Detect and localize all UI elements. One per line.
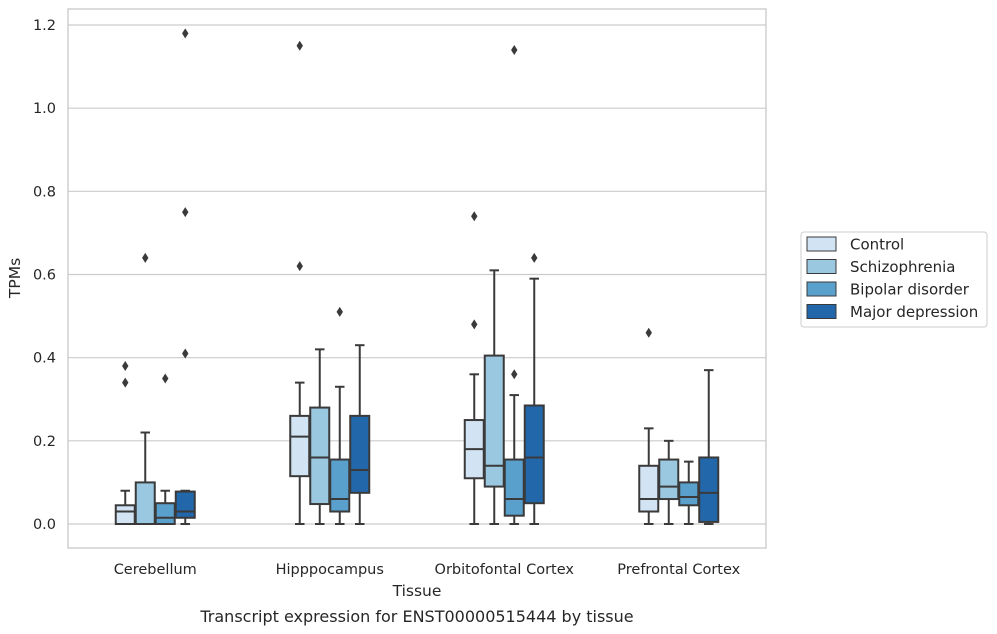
y-tick-label: 1.0 xyxy=(33,101,56,117)
box-plot xyxy=(523,252,545,525)
legend-frame xyxy=(800,231,988,328)
outlier-point xyxy=(336,306,343,317)
box-plot xyxy=(658,439,680,525)
outlier-point xyxy=(296,40,303,51)
box-iqr xyxy=(154,502,176,526)
chart-caption: Transcript expression for ENST0000051544… xyxy=(199,607,633,626)
box-plots xyxy=(114,28,720,526)
outlier-point xyxy=(182,348,189,359)
x-tick-label: Orbitofontal Cortex xyxy=(435,562,575,578)
outlier-point xyxy=(471,319,478,330)
box-plot xyxy=(289,40,311,525)
legend-label: Schizophrenia xyxy=(850,258,955,276)
box-plot xyxy=(483,269,505,525)
legend-swatch xyxy=(806,236,837,252)
box-iqr xyxy=(503,458,525,517)
y-tick-label: 0.0 xyxy=(33,517,56,533)
box-plot xyxy=(349,344,371,525)
outlier-point xyxy=(182,28,189,39)
outlier-point xyxy=(511,44,518,55)
box-plot xyxy=(134,252,156,525)
y-tick-labels: 0.0 0.2 0.4 0.6 0.8 1.0 1.2 xyxy=(33,18,56,533)
box-iqr xyxy=(289,414,311,478)
box-iqr xyxy=(349,414,371,494)
outlier-point xyxy=(122,377,129,388)
x-tick-labels: Cerebellum Hipppocampus Orbitofontal Corte… xyxy=(114,562,741,578)
outlier-point xyxy=(645,327,652,338)
box-iqr xyxy=(523,404,545,505)
box-plot xyxy=(154,373,176,526)
legend-swatch xyxy=(806,259,837,274)
box-iqr xyxy=(698,456,720,523)
outlier-point xyxy=(471,211,478,222)
box-plot xyxy=(503,44,525,525)
legend-label: Control xyxy=(850,236,904,254)
y-axis-label: TPMs xyxy=(6,258,24,299)
outlier-point xyxy=(531,252,538,263)
outlier-point xyxy=(296,261,303,272)
x-tick-label: Prefrontal Cortex xyxy=(617,562,740,578)
outlier-point xyxy=(122,360,129,371)
legend: Control Schizophrenia Bipolar disorder Majo… xyxy=(800,231,988,328)
legend-swatch xyxy=(806,281,837,297)
legend-label: Bipolar disorder xyxy=(850,281,970,299)
y-tick-label: 1.2 xyxy=(33,18,56,34)
box-iqr xyxy=(114,504,136,526)
box-plot xyxy=(638,327,660,525)
box-iqr xyxy=(658,458,680,501)
y-tick-label: 0.2 xyxy=(33,434,56,450)
y-tick-label: 0.6 xyxy=(33,268,56,284)
legend-swatch xyxy=(806,304,837,319)
box-plot xyxy=(698,369,720,525)
box-plot xyxy=(114,360,136,526)
box-plot xyxy=(329,306,351,525)
box-iqr xyxy=(638,464,660,513)
outlier-point xyxy=(142,252,149,263)
box-iqr xyxy=(483,354,505,488)
box-iqr xyxy=(174,490,196,519)
box-iqr xyxy=(678,481,700,507)
box-plot xyxy=(174,28,196,525)
y-tick-label: 0.4 xyxy=(33,351,56,367)
legend-label: Major depression xyxy=(850,303,978,321)
plot-frame xyxy=(67,8,767,549)
box-plot xyxy=(309,348,331,525)
x-tick-label: Hipppocampus xyxy=(276,562,384,578)
x-tick-label: Cerebellum xyxy=(114,562,197,578)
box-iqr xyxy=(134,481,156,525)
box-iqr xyxy=(329,458,351,513)
outlier-point xyxy=(182,207,189,218)
outlier-point xyxy=(162,373,169,384)
outlier-point xyxy=(511,369,518,380)
box-iqr xyxy=(309,406,331,506)
y-tick-label: 0.8 xyxy=(33,184,56,200)
x-axis-label: Tissue xyxy=(392,582,442,600)
